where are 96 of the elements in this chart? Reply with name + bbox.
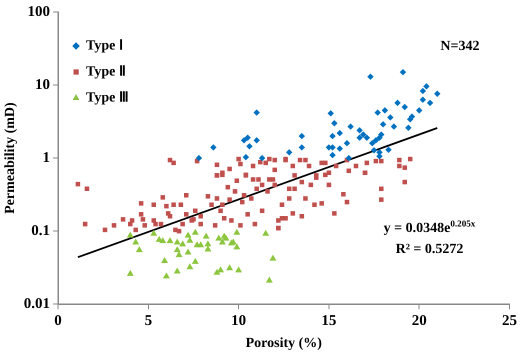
point	[240, 137, 248, 144]
x-axis-title: Porosity (%)	[246, 336, 322, 352]
y-tick-label: 100	[28, 4, 50, 20]
point	[262, 230, 270, 236]
point	[356, 134, 363, 141]
legend-label: Type Ⅱ	[86, 64, 126, 80]
point	[426, 100, 434, 106]
point	[192, 228, 199, 235]
point	[192, 258, 199, 264]
point	[387, 114, 394, 121]
point	[150, 230, 158, 236]
point	[233, 243, 240, 250]
point	[372, 137, 380, 144]
point	[405, 124, 412, 131]
point	[420, 96, 426, 103]
y-tick-label: 0.1	[31, 223, 50, 240]
legend-label: Type Ⅰ	[86, 38, 123, 54]
point	[258, 154, 266, 162]
x-tick-label: 25	[502, 313, 517, 330]
point	[244, 134, 251, 141]
x-tick-label: 5	[144, 313, 152, 330]
x-tick-label: 0	[54, 313, 62, 330]
point	[370, 147, 378, 154]
x-tick-label: 10	[231, 313, 246, 330]
point	[162, 272, 170, 278]
point	[344, 140, 350, 146]
point	[186, 263, 194, 270]
point	[166, 237, 174, 244]
point	[126, 232, 134, 238]
point	[132, 238, 140, 244]
point	[235, 266, 242, 272]
x-tick-label: 15	[321, 313, 336, 330]
point	[136, 246, 143, 252]
point	[174, 238, 181, 244]
point	[174, 246, 181, 252]
point	[346, 154, 352, 162]
point	[364, 134, 370, 141]
point	[197, 241, 204, 248]
point	[210, 144, 217, 151]
point	[298, 132, 306, 140]
point	[253, 109, 260, 116]
point	[174, 268, 181, 274]
point	[406, 116, 414, 122]
point	[179, 240, 186, 246]
point	[380, 121, 386, 128]
y-tick-label: 10	[35, 76, 50, 93]
point	[374, 109, 381, 116]
point	[196, 154, 202, 162]
point	[331, 120, 338, 126]
point	[184, 248, 192, 255]
annotation: N=342	[440, 39, 480, 54]
point	[369, 140, 376, 146]
point	[266, 276, 273, 283]
point	[286, 149, 292, 156]
point	[420, 88, 426, 94]
point	[184, 232, 192, 238]
point	[356, 127, 363, 134]
point	[347, 123, 354, 130]
point	[186, 236, 194, 243]
point	[394, 100, 401, 106]
point	[159, 237, 166, 244]
point	[382, 107, 388, 114]
point	[367, 74, 374, 80]
point	[233, 228, 240, 235]
point	[329, 152, 336, 158]
point	[336, 130, 343, 136]
point	[253, 137, 260, 144]
point	[204, 246, 212, 252]
point	[217, 266, 224, 272]
point	[329, 132, 336, 140]
point	[246, 143, 253, 150]
point	[390, 123, 398, 130]
point	[161, 257, 168, 264]
point	[226, 264, 234, 270]
point	[416, 107, 422, 114]
point	[202, 232, 210, 239]
point	[360, 131, 366, 138]
point	[298, 144, 306, 151]
legend-label: Type Ⅲ	[86, 90, 129, 106]
point	[215, 234, 222, 241]
y-tick-label: 0.01	[24, 296, 50, 312]
point	[126, 270, 134, 276]
point	[336, 145, 343, 152]
point	[434, 90, 440, 97]
annotation: R² = 0.5272	[396, 242, 464, 257]
y-axis-title: Permeability (mD)	[3, 102, 18, 214]
point	[269, 254, 276, 261]
y-tick-label: 1	[42, 150, 50, 166]
point	[218, 238, 226, 244]
x-tick-label: 20	[412, 313, 427, 330]
point	[328, 110, 334, 117]
point	[423, 83, 430, 90]
point	[242, 154, 250, 160]
point	[204, 240, 212, 246]
point	[176, 251, 183, 258]
point	[400, 68, 406, 76]
